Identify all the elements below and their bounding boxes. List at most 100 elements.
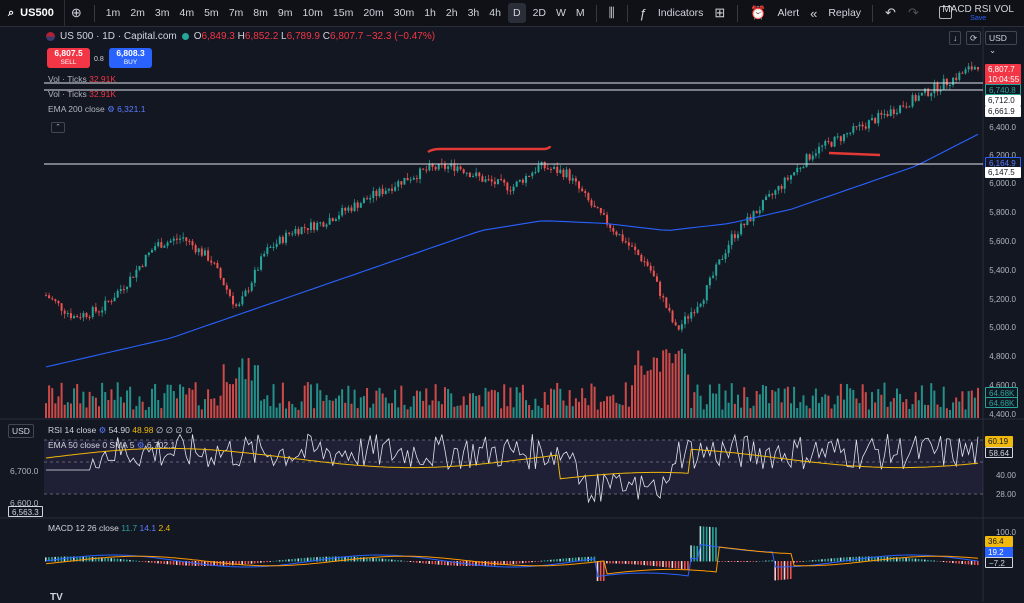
volume-bar [596,409,599,418]
volume-bar [85,407,88,418]
interval-W[interactable]: W [556,7,566,19]
refresh-icon[interactable]: ⟳ [966,31,982,45]
interval-8m[interactable]: 8m [253,7,268,19]
interval-5m[interactable]: 5m [204,7,219,19]
macd-histogram-bar [799,561,801,563]
interval-2h[interactable]: 2h [445,7,458,19]
candle-body [275,243,278,247]
volume-bar [484,387,487,418]
interval-7m[interactable]: 7m [228,7,244,19]
macd-histogram-bar [188,561,190,566]
interval-10m[interactable]: 10m [302,7,323,19]
macd-histogram-bar [244,561,247,565]
candle-body [110,301,113,303]
candles-icon[interactable]: ⫼ [608,5,615,20]
macd-histogram-bar [412,561,415,563]
layout-icon[interactable] [939,6,952,19]
undo-icon[interactable]: ↶ [885,5,896,20]
volume-bar [381,393,384,418]
ema50-legend[interactable]: EMA 50 close 0 SMA 5 ⚙ 6,702.1 [48,440,176,450]
volume-bar [506,406,509,418]
templates-icon[interactable]: ⊞ [714,5,726,20]
macd-histogram-bar [948,561,951,563]
sell-button[interactable]: 6,807.5 SELL [47,48,90,68]
interval-15m[interactable]: 15m [332,7,354,19]
volume-bar [621,405,624,418]
indicators-icon[interactable]: ƒ [639,5,647,21]
macd-histogram-bar [163,561,166,564]
macd-histogram-bar [665,561,667,568]
symbol-search[interactable]: ⌕ US500 [0,0,65,27]
candle-body [842,134,845,142]
interval-4m[interactable]: 4m [179,7,195,19]
layout-save[interactable]: MACD RSI VOL Save [942,4,1014,22]
currency-left[interactable]: USD [8,424,34,438]
indicators-button[interactable]: Indicators [657,7,704,19]
macd-histogram-bar [394,559,396,562]
candle-body [948,84,951,86]
candle-body [646,261,649,266]
candle-body [668,307,671,311]
interval-20m[interactable]: 20m [363,7,384,19]
volume-bar [272,384,275,418]
candle-body [696,306,699,313]
left-axis-label: 6,700.0 [10,466,39,476]
interval-2D[interactable]: 2D [532,7,546,19]
candle-body [325,224,328,227]
settings-icon: ⚙ [136,440,145,450]
volume-bar [609,396,612,418]
macd-histogram-bar [646,561,649,566]
add-symbol-icon[interactable]: ⊕ [70,5,82,20]
macd-histogram-bar [400,560,402,562]
macd-histogram-bar [958,561,960,564]
candle-body [973,67,976,70]
replay-icon[interactable]: « [810,5,818,21]
currency-select[interactable]: USD ⌄ [985,31,1017,55]
volume-legend-1[interactable]: Vol · Ticks 32.91K [48,74,117,84]
interval-30m[interactable]: 30m [393,7,415,19]
candle-body [849,132,852,134]
candle-body [431,164,434,167]
volume-bar [892,398,895,418]
interval-3m[interactable]: 3m [154,7,170,19]
interval-9m[interactable]: 9m [277,7,293,19]
interval-1m[interactable]: 1m [105,7,121,19]
download-icon[interactable]: ↓ [949,31,962,45]
replay-button[interactable]: Replay [828,7,862,19]
redo-icon[interactable]: ↷ [907,5,919,20]
macd-histogram-bar [113,558,116,562]
macd-histogram-bar [568,558,571,562]
volume-bar [958,401,961,418]
interval-3h[interactable]: 3h [467,7,480,19]
rsi-legend[interactable]: RSI 14 close ⚙ 54.90 48.98 ∅ ∅ ∅ ∅ [48,425,193,435]
collapse-legend-button[interactable]: ⌃ [51,122,65,133]
volume-bar [406,409,409,418]
macd-legend[interactable]: MACD 12 26 close 11.7 14.1 2.4 [48,523,171,533]
candle-body [403,177,406,185]
ema200-legend[interactable]: EMA 200 close ⚙ 6,321.1 [48,104,146,114]
macd-histogram-bar [175,561,178,565]
alert-button[interactable]: Alert [777,7,800,19]
candle-body [378,188,381,196]
interval-1h[interactable]: 1h [424,7,436,19]
interval-M[interactable]: M [575,7,585,19]
alert-icon[interactable]: ⏰ [750,5,767,20]
interval-4h[interactable]: 4h [489,7,501,19]
macd-histogram-bar [203,561,206,567]
candle-body [814,153,817,156]
volume-bar [627,406,630,418]
volume-bar [51,388,54,418]
candle-body [344,208,347,211]
volume-legend-2[interactable]: Vol · Ticks 32.91K [48,89,117,99]
candle-body [97,311,100,313]
red-drawing-2 [828,151,881,157]
volume-bar [777,388,780,418]
volume-bar [253,365,256,418]
candle-body [942,78,945,90]
candle-body [649,265,652,271]
macd-histogram-bar [895,557,898,562]
buy-button[interactable]: 6,808.3 BUY [109,48,152,68]
interval-2m[interactable]: 2m [130,7,145,19]
interval-D[interactable]: D [507,3,526,23]
